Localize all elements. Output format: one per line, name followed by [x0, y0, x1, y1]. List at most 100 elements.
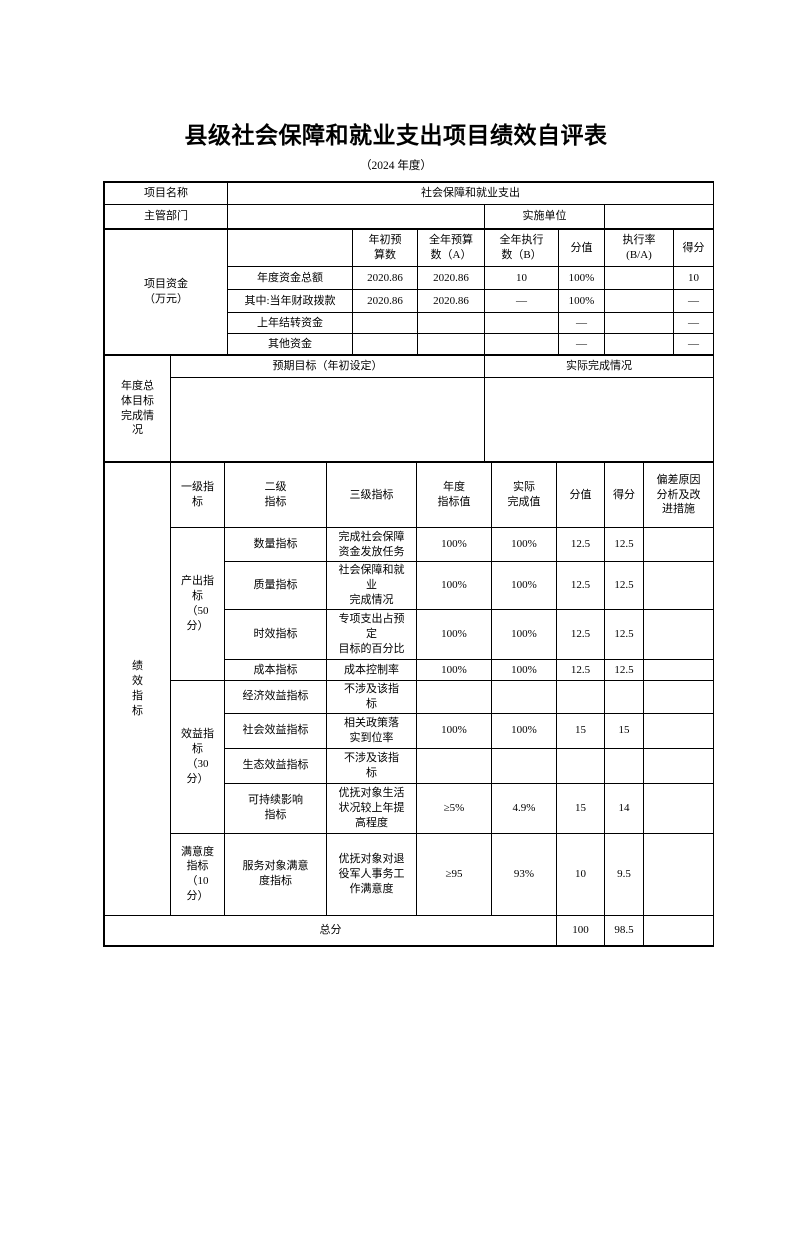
funds-cell-score: 10 — [673, 266, 714, 290]
actual-completion-header: 实际完成情况 — [484, 355, 714, 378]
perf-cell-deviation — [643, 561, 714, 610]
perf-cell-l2: 时效指标 — [224, 609, 327, 660]
perf-cell-target: 100% — [416, 527, 492, 562]
perf-cell-l3: 社会保障和就 业 完成情况 — [326, 561, 417, 610]
perf-cell-score — [604, 680, 644, 714]
page-title: 县级社会保障和就业支出项目绩效自评表 — [184, 122, 608, 148]
funds-row-label-other: 其他资金 — [227, 333, 353, 355]
perf-cell-deviation — [643, 782, 714, 834]
indicator-group-label-output: 产出指 标 （50 分） — [170, 527, 225, 681]
funds-cell-initial — [352, 312, 418, 334]
perf-cell-deviation — [643, 712, 714, 749]
funds-cell-executed: — — [484, 289, 559, 313]
perf-cell-l3: 专项支出占预 定 目标的百分比 — [326, 609, 417, 660]
funds-cell-score: — — [673, 289, 714, 313]
perf-cell-score: 12.5 — [604, 659, 644, 681]
performance-row-label: 绩 效 指 标 — [104, 462, 171, 916]
perf-cell-target: ≥95 — [416, 832, 492, 916]
evaluation-table: 项目名称 社会保障和就业支出 主管部门 实施单位 项目资金 （万元） 年初预 算… — [103, 181, 715, 947]
project-name-value: 社会保障和就业支出 — [226, 182, 715, 205]
perf-cell-score: 14 — [604, 782, 644, 834]
perf-cell-l3: 优抚对象生活 状况较上年提 高程度 — [326, 782, 417, 834]
perf-cell-weight: 12.5 — [556, 659, 605, 681]
perf-cell-weight: 15 — [556, 782, 605, 834]
project-name-label: 项目名称 — [104, 182, 228, 205]
funds-header-initial-budget: 年初预 算数 — [352, 229, 418, 267]
perf-cell-weight: 12.5 — [556, 561, 605, 610]
perf-cell-deviation — [643, 527, 714, 562]
page-subtitle: （2024 年度） — [360, 160, 432, 172]
perf-header-score: 得分 — [604, 462, 644, 528]
funds-row-label: 项目资金 （万元） — [104, 229, 228, 355]
funds-cell-annual: 2020.86 — [417, 289, 485, 313]
perf-cell-score — [604, 747, 644, 784]
perf-cell-actual — [491, 747, 557, 784]
perf-cell-l2: 可持续影响 指标 — [224, 782, 327, 834]
perf-header-actual: 实际 完成值 — [491, 462, 557, 528]
perf-cell-target — [416, 747, 492, 784]
perf-cell-l2: 质量指标 — [224, 561, 327, 610]
perf-cell-target: 100% — [416, 609, 492, 660]
perf-cell-actual — [491, 680, 557, 714]
funds-cell-weight: — — [558, 333, 605, 355]
perf-cell-weight: 15 — [556, 712, 605, 749]
perf-cell-l2: 成本指标 — [224, 659, 327, 681]
perf-cell-actual: 100% — [491, 527, 557, 562]
header-section: 项目名称 社会保障和就业支出 主管部门 实施单位 — [104, 182, 715, 229]
perf-cell-deviation — [643, 659, 714, 681]
impl-unit-value — [603, 204, 715, 229]
funds-cell-rate — [604, 266, 674, 290]
perf-header-weight: 分值 — [556, 462, 605, 528]
expected-goal-header: 预期目标（年初设定） — [170, 355, 485, 378]
perf-cell-score: 15 — [604, 712, 644, 749]
funds-header-annual-budget: 全年预算 数（A） — [417, 229, 485, 267]
annual-goal-section: 年度总 体目标 完成情 况 预期目标（年初设定） 实际完成情况 — [104, 355, 714, 462]
funds-header-rate: 执行率 (B/A) — [604, 229, 674, 267]
funds-cell-executed — [484, 333, 559, 355]
perf-cell-target: 100% — [416, 659, 492, 681]
funds-cell-initial: 2020.86 — [352, 266, 418, 290]
funds-cell-rate — [604, 333, 674, 355]
funds-row-label-carryover: 上年结转资金 — [227, 312, 353, 334]
perf-header-level3: 三级指标 — [326, 462, 417, 528]
perf-cell-l3: 不涉及该指 标 — [326, 680, 417, 714]
perf-cell-l3: 成本控制率 — [326, 659, 417, 681]
funds-cell-weight: 100% — [558, 289, 605, 313]
perf-cell-l2: 数量指标 — [224, 527, 327, 562]
funds-cell-score: — — [673, 333, 714, 355]
perf-cell-l2: 生态效益指标 — [224, 747, 327, 784]
dept-label: 主管部门 — [104, 204, 228, 229]
indicator-group-label-satisfaction: 满意度 指标 （10 分） — [170, 832, 225, 916]
funds-cell-initial — [352, 333, 418, 355]
perf-cell-deviation — [643, 609, 714, 660]
funds-cell-initial: 2020.86 — [352, 289, 418, 313]
perf-cell-actual: 93% — [491, 832, 557, 916]
funds-header-score: 得分 — [673, 229, 714, 267]
funds-cell-executed: 10 — [484, 266, 559, 290]
total-deviation — [643, 914, 714, 946]
funds-cell-annual — [417, 333, 485, 355]
funds-header-blank — [227, 229, 353, 267]
funds-header-weight: 分值 — [558, 229, 605, 267]
perf-cell-weight: 12.5 — [556, 527, 605, 562]
perf-header-level1: 一级指 标 — [170, 462, 225, 528]
perf-cell-score: 12.5 — [604, 561, 644, 610]
perf-cell-l3: 优抚对象对退 役军人事务工 作满意度 — [326, 832, 417, 916]
annual-goal-label: 年度总 体目标 完成情 况 — [104, 355, 171, 462]
perf-header-level2: 二级 指标 — [224, 462, 327, 528]
perf-cell-weight: 12.5 — [556, 609, 605, 660]
perf-cell-l3: 完成社会保障 资金发放任务 — [326, 527, 417, 562]
perf-cell-l3: 相关政策落 实到位率 — [326, 712, 417, 749]
funds-cell-annual: 2020.86 — [417, 266, 485, 290]
perf-cell-deviation — [643, 747, 714, 784]
total-score: 98.5 — [604, 914, 644, 946]
funds-cell-rate — [604, 289, 674, 313]
perf-cell-weight — [556, 747, 605, 784]
perf-cell-deviation — [643, 680, 714, 714]
funds-cell-rate — [604, 312, 674, 334]
perf-cell-l2: 服务对象满意 度指标 — [224, 832, 327, 916]
performance-section: 绩 效 指 标 一级指 标 二级 指标 三级指标 年度 指标值 实际 完成值 分… — [104, 462, 714, 946]
total-weight: 100 — [556, 914, 605, 946]
perf-cell-score: 12.5 — [604, 609, 644, 660]
perf-cell-target: ≥5% — [416, 782, 492, 834]
